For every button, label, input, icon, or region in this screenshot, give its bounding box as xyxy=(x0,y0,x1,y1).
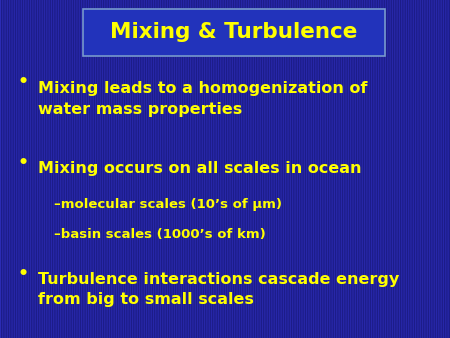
Text: •: • xyxy=(17,73,28,91)
Text: Turbulence interactions cascade energy
from big to small scales: Turbulence interactions cascade energy f… xyxy=(38,272,400,308)
Text: •: • xyxy=(17,154,28,172)
Text: Mixing occurs on all scales in ocean: Mixing occurs on all scales in ocean xyxy=(38,161,362,175)
Text: –basin scales (1000’s of km): –basin scales (1000’s of km) xyxy=(54,228,266,241)
Text: Mixing leads to a homogenization of
water mass properties: Mixing leads to a homogenization of wate… xyxy=(38,81,368,117)
Text: •: • xyxy=(17,265,28,283)
Text: Mixing & Turbulence: Mixing & Turbulence xyxy=(110,22,358,42)
Text: –molecular scales (10’s of μm): –molecular scales (10’s of μm) xyxy=(54,198,282,211)
FancyBboxPatch shape xyxy=(83,9,385,56)
